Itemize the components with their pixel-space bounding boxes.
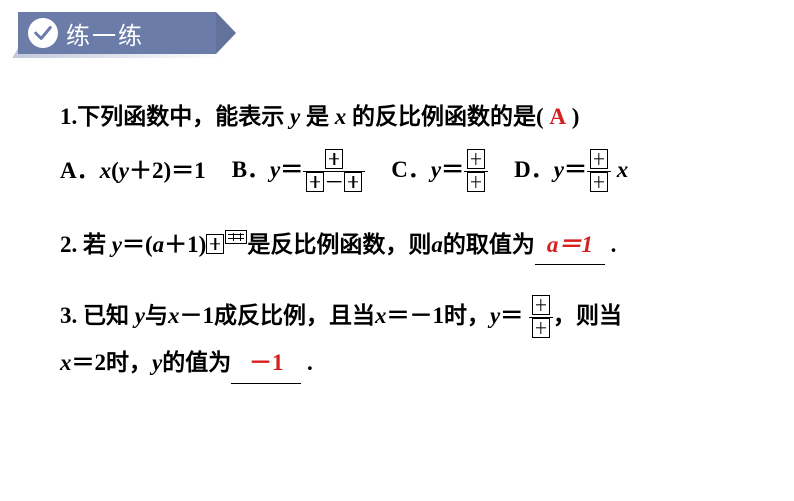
placeholder-box-icon bbox=[590, 172, 608, 192]
placeholder-box-icon bbox=[306, 172, 324, 192]
q3-l2-x: x bbox=[60, 350, 72, 375]
opt-b-frac: － bbox=[303, 149, 365, 194]
check-icon bbox=[28, 18, 58, 48]
placeholder-box-icon bbox=[467, 149, 485, 169]
q3-l2-a: ＝2时， bbox=[72, 350, 153, 375]
q3-line2: x＝2时，y的值为 －1 . bbox=[60, 346, 754, 384]
q3-minus: －1成反比例，且当 bbox=[179, 303, 375, 328]
q1-stem-c: 的反比例函数的是( bbox=[346, 104, 549, 129]
q3-x2: x bbox=[375, 303, 387, 328]
opt-d-label: D． bbox=[514, 156, 554, 181]
q1-prefix: 1. bbox=[60, 104, 77, 129]
opt-b-label: B． bbox=[232, 156, 270, 181]
q2-a2: a bbox=[431, 232, 443, 257]
q1-answer: A bbox=[549, 104, 566, 129]
opt-c-eq: ＝ bbox=[441, 156, 464, 181]
placeholder-box-icon bbox=[344, 172, 362, 192]
q3-y2: y bbox=[490, 303, 500, 328]
opt-b-eq: ＝ bbox=[280, 156, 303, 181]
q2-prefix: 2. bbox=[60, 232, 83, 257]
content-area: 1.下列函数中，能表示 y 是 x 的反比例函数的是( A ) A．x(y＋2)… bbox=[60, 100, 754, 410]
q2-y: y bbox=[112, 232, 122, 257]
q1-stem-a: 下列函数中，能表示 bbox=[77, 104, 290, 129]
q2-stem-b: 是反比例函数，则 bbox=[247, 232, 431, 257]
q3-frac bbox=[529, 295, 553, 340]
question-2: 2. 若 y＝(a＋1)是反比例函数，则a的取值为a＝1 . bbox=[60, 228, 754, 266]
q3-x: x bbox=[168, 303, 180, 328]
placeholder-box-icon bbox=[467, 172, 485, 192]
q1-options: A．x(y＋2)＝1 B．y＝－ C．y＝ D．y＝ x bbox=[60, 149, 754, 194]
q3-comma: ，则当 bbox=[553, 303, 622, 328]
opt-d-y: y bbox=[554, 156, 564, 181]
q3-answer: －1 bbox=[249, 350, 284, 375]
opt-d-tail: x bbox=[617, 156, 629, 181]
banner-label: 练一练 bbox=[66, 16, 144, 51]
placeholder-box-icon bbox=[206, 234, 224, 254]
opt-a-x: x bbox=[100, 158, 112, 183]
q3-l2-b: 的值为 bbox=[162, 350, 231, 375]
q1-x: x bbox=[335, 104, 347, 129]
q1-stem-b: 是 bbox=[300, 104, 335, 129]
opt-b-y: y bbox=[270, 156, 280, 181]
opt-c-y: y bbox=[431, 156, 441, 181]
q2-eq: ＝( bbox=[122, 232, 153, 257]
opt-c-frac bbox=[464, 149, 488, 194]
q3-y: y bbox=[135, 303, 145, 328]
placeholder-box-icon bbox=[325, 149, 343, 169]
opt-d-frac bbox=[587, 149, 611, 194]
q3-prefix: 3. bbox=[60, 303, 83, 328]
q1-opt-c: C．y＝ bbox=[391, 149, 488, 194]
q1-y: y bbox=[290, 104, 300, 129]
q3-eq: ＝ bbox=[500, 303, 529, 328]
q2-blank: a＝1 bbox=[535, 228, 605, 266]
q3-l2-y: y bbox=[152, 350, 162, 375]
q3-period: . bbox=[301, 350, 313, 375]
placeholder-box-icon bbox=[532, 318, 550, 338]
opt-a-paren: ( bbox=[111, 158, 119, 183]
q3-stem-a: 已知 bbox=[83, 303, 135, 328]
placeholder-exp-box-icon bbox=[225, 230, 247, 244]
q2-answer: a＝1 bbox=[547, 232, 593, 257]
q2-stem-a: 若 bbox=[83, 232, 112, 257]
q2-a: a bbox=[153, 232, 165, 257]
opt-a-rest: ＋2)＝1 bbox=[129, 158, 206, 183]
q1-stem-d: ) bbox=[566, 104, 579, 129]
q1-opt-b: B．y＝－ bbox=[232, 149, 366, 194]
q1-opt-d: D．y＝ x bbox=[514, 149, 628, 194]
opt-a-label: A． bbox=[60, 158, 100, 183]
opt-d-eq: ＝ bbox=[564, 156, 587, 181]
placeholder-box-icon bbox=[532, 295, 550, 315]
question-1: 1.下列函数中，能表示 y 是 x 的反比例函数的是( A ) A．x(y＋2)… bbox=[60, 100, 754, 194]
opt-a-y: y bbox=[119, 158, 129, 183]
q2-plus: ＋1) bbox=[164, 232, 206, 257]
q3-eqm1: ＝－1时， bbox=[386, 303, 490, 328]
opt-c-label: C． bbox=[391, 156, 431, 181]
placeholder-box-icon bbox=[590, 149, 608, 169]
q3-stem-b: 与 bbox=[145, 303, 168, 328]
q2-period: . bbox=[605, 232, 617, 257]
q2-stem-c: 的取值为 bbox=[443, 232, 535, 257]
q3-blank: －1 bbox=[231, 346, 301, 384]
question-3: 3. 已知 y与x－1成反比例，且当x＝－1时，y＝ ，则当 x＝2时，y的值为… bbox=[60, 295, 754, 384]
q1-opt-a: A．x(y＋2)＝1 bbox=[60, 154, 206, 189]
